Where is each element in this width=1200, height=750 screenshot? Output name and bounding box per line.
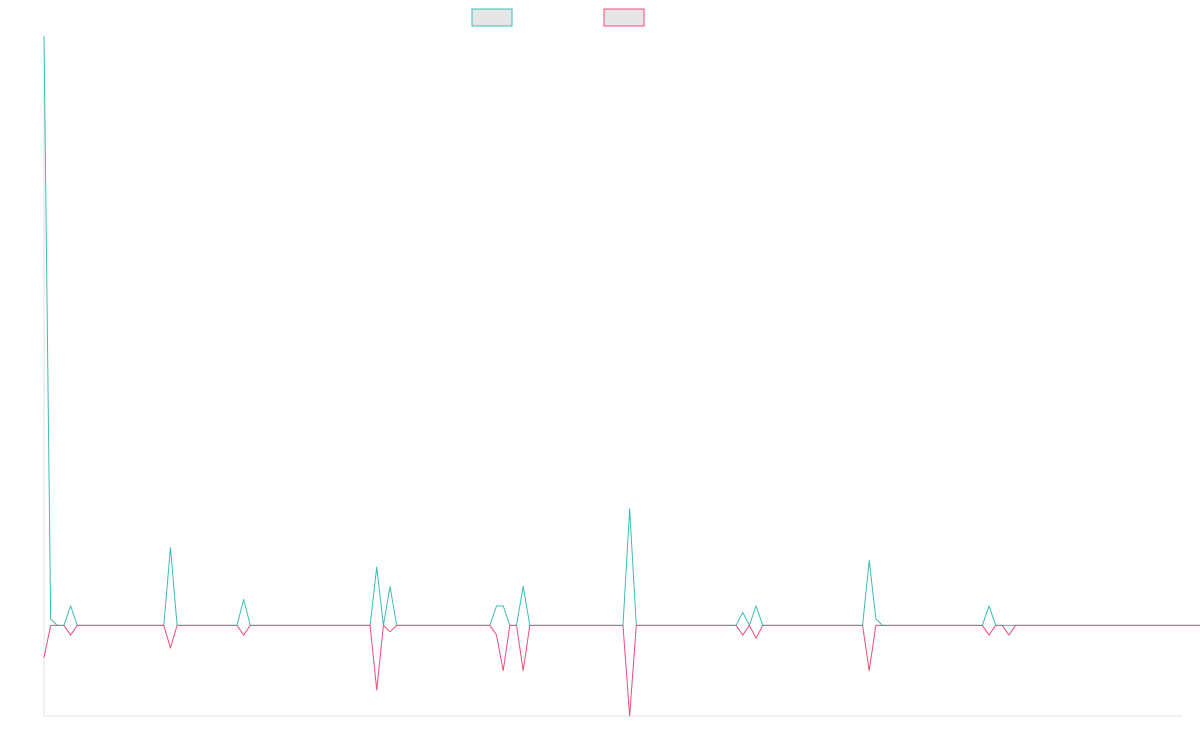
- legend-swatch-2[interactable]: [603, 8, 645, 27]
- axes: [43, 36, 1182, 717]
- series-line-1: [43, 35, 1200, 626]
- plot-area: [43, 35, 1200, 717]
- legend-swatch-1[interactable]: [471, 8, 513, 27]
- series-line-2: [43, 624, 1200, 717]
- legend: [471, 8, 645, 27]
